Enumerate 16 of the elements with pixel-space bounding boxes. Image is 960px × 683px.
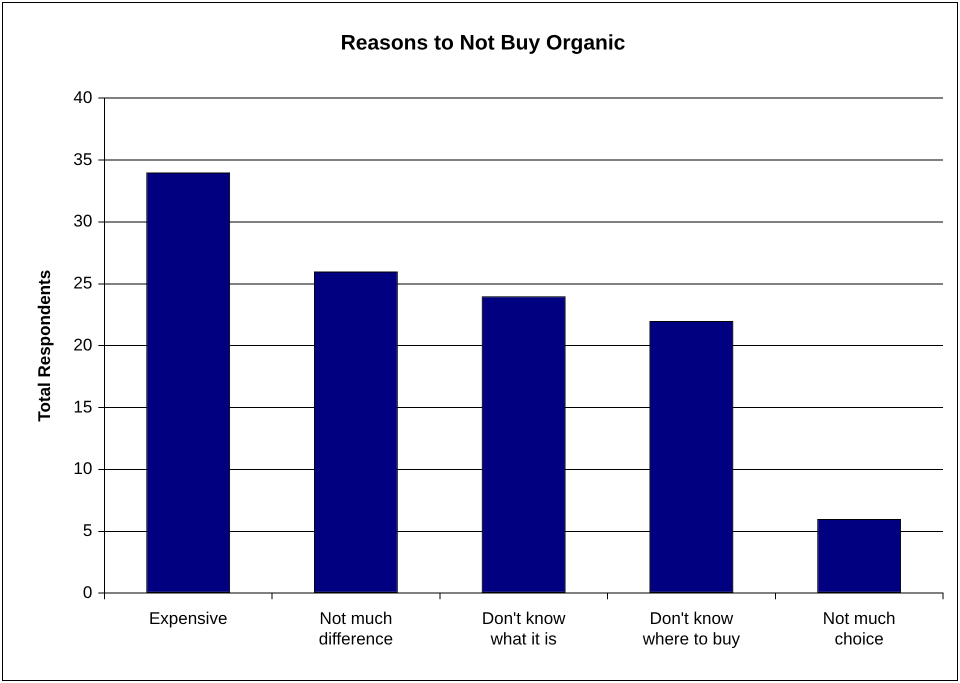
chart-title: Reasons to Not Buy Organic (340, 31, 626, 54)
x-tick-label: Don't know where to buy (642, 609, 741, 648)
y-tick-label: 0 (82, 582, 92, 602)
y-tick-label: 25 (73, 274, 92, 293)
x-tick-label: Not much difference (318, 609, 394, 648)
x-tick-label: Not much choice (822, 609, 896, 648)
y-tick-label: 20 (73, 335, 92, 354)
y-tick-label: 15 (73, 397, 92, 416)
y-tick-label: 35 (73, 150, 92, 169)
y-axis-title: Total Respondents (34, 270, 54, 422)
y-tick-label: 40 (73, 88, 92, 107)
x-tick-label: Don't know what it is (482, 609, 566, 648)
x-tick-label: Expensive (148, 609, 228, 628)
y-tick-label: 5 (82, 521, 92, 540)
y-tick-label: 10 (73, 459, 92, 478)
y-tick-label: 30 (73, 212, 92, 231)
